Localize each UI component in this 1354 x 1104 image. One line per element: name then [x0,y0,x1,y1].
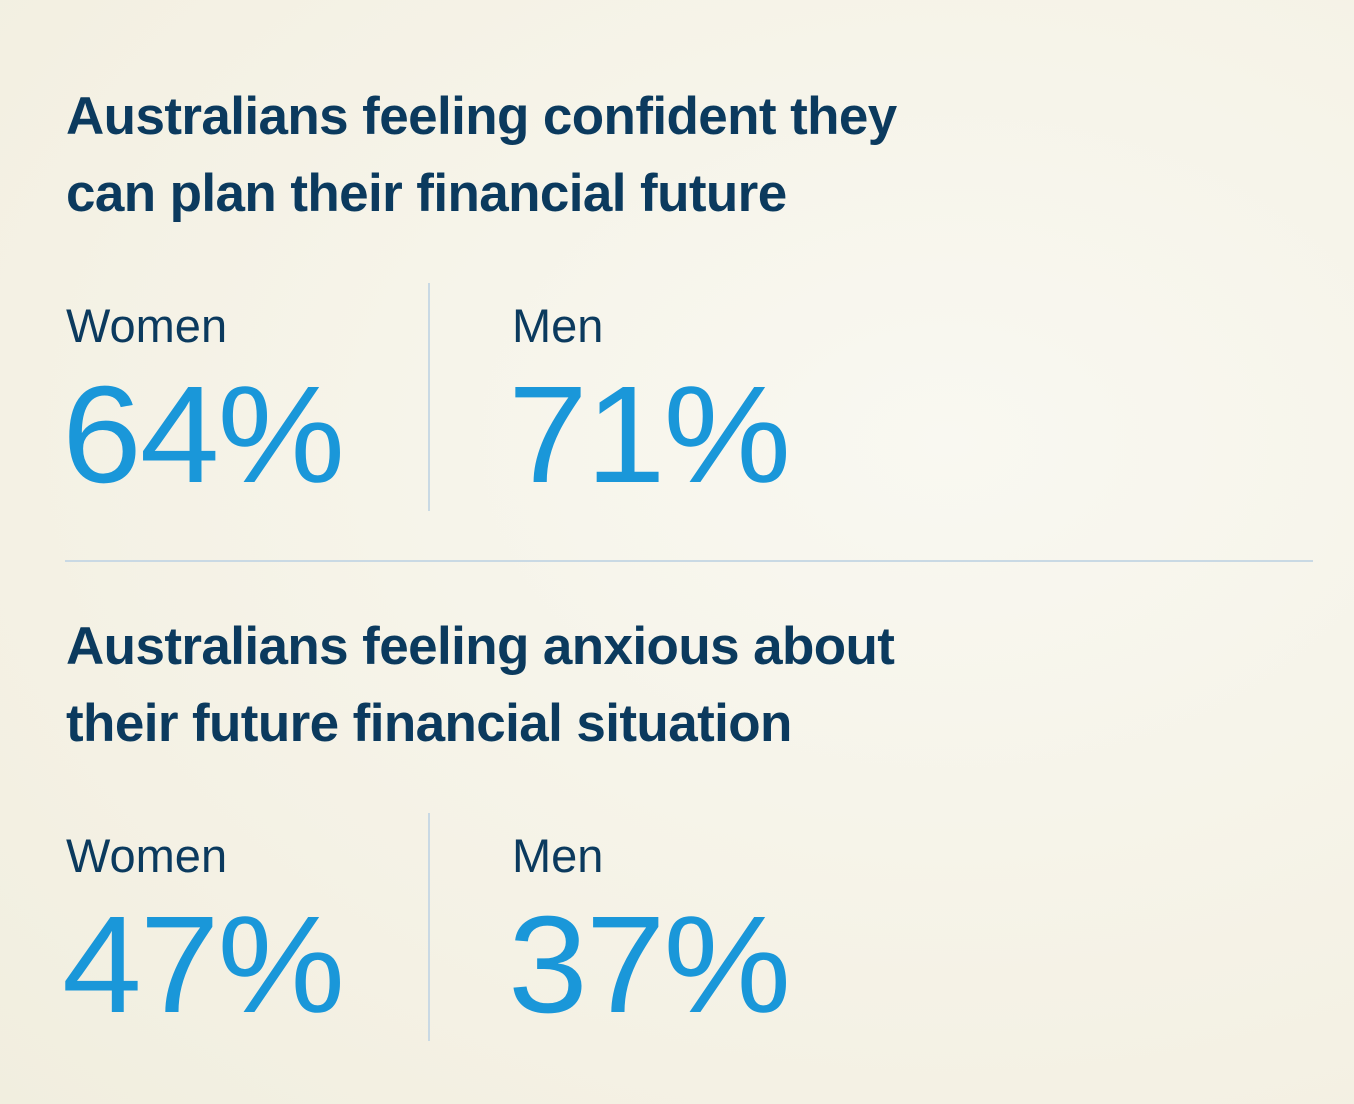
confidence-women-value: 64% [62,358,345,512]
anxiety-men-stat: Men 37% [508,826,791,1034]
anxiety-men-label: Men [512,829,604,882]
confidence-men-stat: Men 71% [508,296,791,504]
anxiety-vertical-divider [428,813,430,1041]
confidence-men-label: Men [512,299,604,352]
confidence-men-value: 71% [508,358,791,512]
anxiety-heading: Australians feeling anxious about their … [66,608,1066,762]
anxiety-women-value: 47% [62,888,345,1042]
anxiety-women-label: Women [66,829,228,882]
confidence-heading-line-2: can plan their financial future [66,164,787,223]
confidence-heading-line-1: Australians feeling confident they [66,87,897,146]
section-divider [65,560,1313,562]
confidence-women-stat: Women 64% [62,296,345,504]
confidence-heading: Australians feeling confident they can p… [66,78,1066,232]
anxiety-heading-line-1: Australians feeling anxious about [66,617,895,676]
anxiety-heading-line-2: their future financial situation [66,694,792,753]
anxiety-women-stat: Women 47% [62,826,345,1034]
confidence-women-label: Women [66,299,228,352]
confidence-vertical-divider [428,283,430,511]
anxiety-men-value: 37% [508,888,791,1042]
